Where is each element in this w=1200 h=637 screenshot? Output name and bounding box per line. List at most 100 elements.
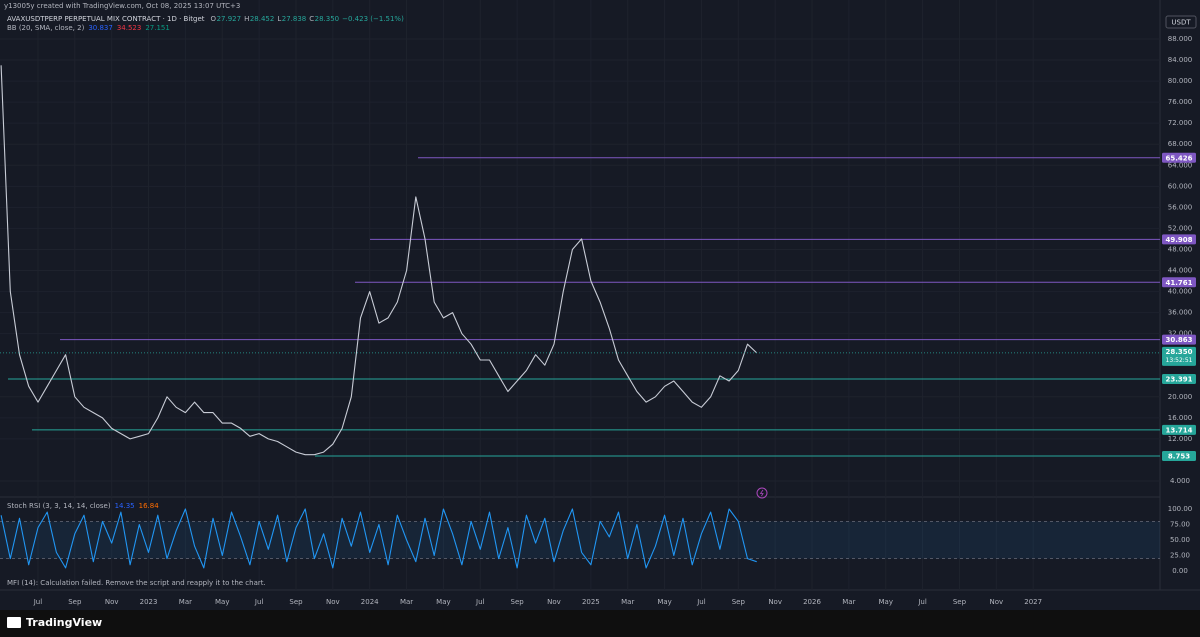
x-tick-label: Mar [179,598,192,606]
ohlc-key: H [244,15,249,23]
x-tick-label: May [657,598,671,606]
x-tick-label: Sep [953,598,967,606]
x-tick-label: Nov [547,598,561,606]
x-tick-label: May [436,598,450,606]
y-tick-label: 68.000 [1168,140,1193,148]
ohlc-value: 27.927 [217,15,242,23]
ohlc-value: 27.838 [282,15,307,23]
y-tick-label: 64.000 [1168,161,1193,169]
footer-bar [0,610,1200,637]
x-tick-label: 2024 [361,598,379,606]
level-label: 13.714 [1165,426,1192,434]
x-tick-label: Sep [511,598,525,606]
x-tick-label: Jul [33,598,43,606]
y-tick-label: 80.000 [1168,77,1193,85]
x-tick-label: Mar [400,598,413,606]
y-tick-label: 25.00 [1170,552,1190,560]
stoch-d: 16.84 [139,502,160,510]
indicator-name: Stoch RSI (3, 3, 14, 14, close) [7,502,111,510]
x-tick-label: 2025 [582,598,600,606]
currency: USDT [1171,19,1191,27]
y-tick-label: 32.000 [1168,330,1193,338]
level-label: 49.908 [1165,236,1192,244]
stoch-k: 14.35 [115,502,135,510]
credit: y13005y created with TradingView.com, Oc… [4,2,240,10]
x-tick-label: Jul [917,598,927,606]
level-label-box [1162,234,1196,245]
y-tick-label: 4.000 [1170,477,1190,485]
series-line [0,508,757,569]
level-label-box [1162,373,1196,384]
symbol: AVAXUSDTPERP PERPETUAL MIX CONTRACT · 1D… [7,15,205,23]
y-tick-label: 52.000 [1168,224,1193,232]
x-tick-label: 2023 [140,598,158,606]
level-label-box [1162,277,1196,288]
brand: TradingView [26,616,102,629]
y-tick-label: 12.000 [1168,435,1193,443]
x-tick-label: Sep [68,598,82,606]
level-label-box [1162,334,1196,345]
y-tick-label: 48.000 [1168,245,1193,253]
marks [0,65,1160,569]
level-label-box [1162,424,1196,435]
y-tick-label: 36.000 [1168,309,1193,317]
grid [0,521,1160,559]
level-label: 41.761 [1165,279,1192,287]
brand-logo [7,617,21,628]
x-tick-label: Sep [289,598,303,606]
stoch-band [0,521,1160,559]
indicator-name: BB (20, SMA, close, 2) [7,24,85,32]
level-label-box [1162,450,1196,461]
y-tick-label: 0.00 [1172,567,1188,575]
x-tick-label: May [215,598,229,606]
event-icon[interactable] [756,487,768,499]
x-tick-label: Nov [326,598,340,606]
level-label: 8.753 [1168,452,1190,460]
x-tick-label: Mar [842,598,855,606]
y-tick-label: 72.000 [1168,119,1193,127]
bb-upper: 34.523 [117,24,142,32]
bb-lower: 27.151 [145,24,170,32]
ohlc-key: O [211,15,217,23]
x-tick-label: May [878,598,892,606]
y-tick-label: 44.000 [1168,267,1193,275]
x-tick-label: Sep [732,598,746,606]
level-label-box [1162,152,1196,163]
x-tick-label: 2027 [1024,598,1042,606]
last-price-label: 28.350 [1165,348,1192,356]
y-tick-label: 76.000 [1168,98,1193,106]
x-tick-label: 2026 [803,598,821,606]
y-tick-label: 84.000 [1168,56,1193,64]
y-tick-label: 56.000 [1168,203,1193,211]
y-tick-label: 16.000 [1168,414,1193,422]
x-tick-label: Jul [696,598,706,606]
x-tick-label: Nov [768,598,782,606]
y-tick-label: 60.000 [1168,182,1193,190]
change: −0.423 (−1.51%) [342,15,404,23]
x-tick-label: Jul [475,598,485,606]
level-label: 30.863 [1165,336,1192,344]
event-icon-bolt [759,489,764,497]
ohlc-key: C [309,15,314,23]
x-tick-label: Nov [989,598,1003,606]
ohlc-value: 28.452 [250,15,275,23]
ohlc-key: L [277,15,281,23]
last-price-box [1162,346,1196,366]
series-line [0,65,758,456]
x-tick-label: Nov [105,598,119,606]
y-tick-label: 40.000 [1168,288,1193,296]
x-tick-label: Mar [621,598,634,606]
ohlc-value: 28.350 [315,15,340,23]
y-tick-label: 75.00 [1170,521,1190,529]
mfi-status: MFI (14): Calculation failed. Remove the… [7,579,266,587]
bb-basis: 30.837 [88,24,113,32]
y-tick-label: 88.000 [1168,35,1193,43]
level-label: 65.426 [1165,154,1192,162]
y-tick-label: 50.00 [1170,536,1190,544]
labels: Jul Sep Nov 2023 Mar May Jul Sep Nov 2024 Mar May Ju… [7,15,1196,606]
level-label: 23.391 [1165,375,1192,383]
countdown: 13:52:51 [1166,357,1193,364]
